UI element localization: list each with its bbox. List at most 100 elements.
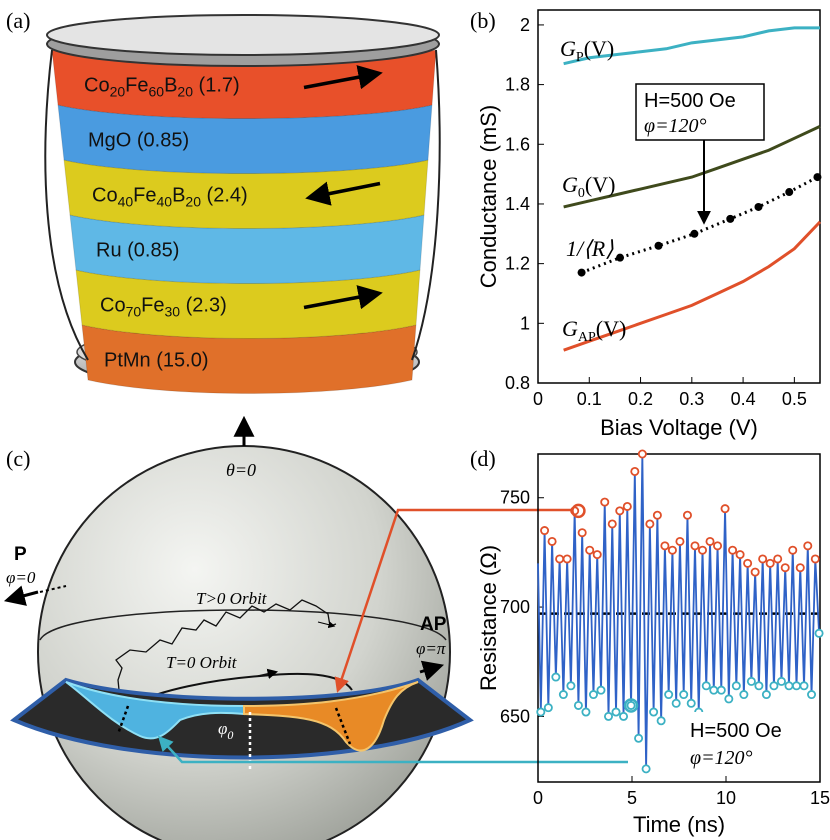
extremum-marker-70 — [795, 563, 805, 573]
panel-d-label: (d) — [470, 446, 496, 471]
extremum-marker-60 — [758, 554, 768, 564]
extremum-marker-18 — [600, 497, 610, 507]
extremum-marker-31 — [649, 707, 659, 717]
series-line-3 — [563, 220, 822, 352]
t-positive-orbit-label: T>0 Orbit — [196, 589, 268, 608]
theta-label: θ=0 — [226, 460, 256, 480]
extremum-marker-39 — [679, 690, 689, 700]
magnetization-arrow-4 — [303, 285, 383, 310]
extremum-marker-22 — [615, 506, 625, 516]
x-tick-label-2: 10 — [716, 788, 736, 808]
extremum-marker-17 — [596, 685, 606, 695]
panel-a-label: (a) — [6, 8, 30, 33]
extremum-marker-6 — [555, 554, 565, 564]
extremum-marker-7 — [558, 690, 568, 700]
y-tick-label-0: 650 — [500, 706, 530, 726]
t-zero-orbit-label: T=0 Orbit — [166, 653, 238, 672]
y-tick-label-2: 750 — [500, 488, 530, 508]
t-positive-orbit — [115, 599, 337, 701]
extremum-marker-5 — [551, 672, 561, 682]
extremum-marker-42 — [690, 541, 700, 551]
panel-d-chart: (d) 0 5 10 15 650 700 750 Time (ns) Resistance (… — [470, 446, 830, 837]
extremum-marker-47 — [709, 685, 719, 695]
extremum-marker-62 — [765, 558, 775, 568]
extremum-marker-63 — [769, 681, 779, 691]
extremum-marker-58 — [750, 567, 760, 577]
annotation-line2: φ=120° — [644, 115, 707, 137]
extremum-marker-24 — [622, 501, 632, 511]
extremum-marker-15 — [588, 690, 598, 700]
extremum-marker-53 — [731, 681, 741, 691]
extremum-marker-27 — [634, 733, 644, 743]
y-tick-label-0: 0.8 — [505, 373, 530, 393]
extremum-marker-12 — [577, 528, 587, 538]
extremum-marker-68 — [788, 545, 798, 555]
extremum-marker-69 — [792, 681, 802, 691]
y-axis-label: Conductance (mS) — [476, 105, 501, 288]
extremum-marker-4 — [547, 536, 557, 546]
x-tick-label-0: 0 — [533, 788, 543, 808]
magnetization-arrow-0 — [303, 65, 383, 90]
layer-label-4: Co70Fe30 (2.3) — [100, 295, 227, 320]
extremum-marker-45 — [701, 681, 711, 691]
antiparallel-well — [243, 681, 419, 752]
series-label-3: GAP(V) — [562, 316, 626, 345]
extremum-marker-26 — [630, 466, 640, 476]
extremum-marker-1 — [536, 707, 546, 717]
bloch-sphere — [37, 445, 451, 840]
ap-label: AP — [420, 614, 447, 635]
series-line-0 — [563, 26, 820, 66]
p-label: P — [14, 544, 27, 565]
layer-label-5: PtMn (15.0) — [104, 350, 208, 372]
extremum-marker-49 — [716, 685, 726, 695]
extremum-marker-72 — [803, 541, 813, 551]
extremum-marker-34 — [660, 541, 670, 551]
extremum-marker-37 — [671, 698, 681, 708]
panel-c-label: (c) — [6, 446, 30, 471]
extremum-marker-29 — [641, 764, 651, 774]
extremum-marker-30 — [645, 519, 655, 529]
extremum-marker-3 — [543, 703, 553, 713]
extremum-marker-52 — [728, 545, 738, 555]
series-point-2-7 — [813, 173, 822, 182]
extremum-marker-65 — [776, 676, 786, 686]
x-tick-label-0: 0 — [533, 389, 543, 409]
extremum-marker-59 — [754, 681, 764, 691]
extremum-marker-71 — [799, 681, 809, 691]
y-tick-label-4: 1.6 — [505, 134, 530, 154]
extremum-marker-14 — [585, 545, 595, 555]
series-point-2-3 — [690, 229, 699, 238]
extremum-marker-74 — [810, 554, 820, 564]
annotation-bg — [686, 712, 816, 774]
extremum-marker-16 — [592, 550, 602, 560]
series-point-2-1 — [616, 253, 625, 262]
extremum-marker-48 — [713, 541, 723, 551]
ap-connector-arrow — [334, 508, 575, 693]
series-label-0: GP(V) — [560, 36, 614, 65]
stack-left-edge — [44, 49, 89, 361]
series-line-2 — [581, 175, 819, 274]
panel-c: (c) θ=0 P φ=0 AP φ=π T>0 Orbit T=0 Orbit… — [3, 415, 628, 840]
x-tick-label-1: 0.1 — [577, 389, 602, 409]
ap-axis-arrow — [419, 660, 445, 681]
extremum-marker-64 — [773, 554, 783, 564]
p-axis-arrow — [3, 585, 39, 606]
t-zero-orbit-arrow — [257, 668, 279, 679]
extremum-marker-57 — [746, 676, 756, 686]
series-label-2: 1/⟨R⟩ — [566, 236, 614, 261]
extremum-marker-44 — [698, 545, 708, 555]
x-tick-label-5: 0.5 — [782, 389, 807, 409]
panel-a: (a) Co20Fe60B20 (1.7)MgO (0.85)Co40Fe40B… — [6, 8, 441, 394]
top-disk — [46, 14, 440, 56]
extremum-marker-21 — [611, 707, 621, 717]
extremum-marker-40 — [682, 510, 692, 520]
x-axis-label: Time (ns) — [633, 812, 725, 837]
extremum-marker-35 — [664, 690, 674, 700]
series-point-2-5 — [754, 202, 763, 211]
well-marker-left — [116, 705, 130, 735]
p-phi-label: φ=0 — [6, 568, 36, 587]
x-tick-label-3: 0.3 — [679, 389, 704, 409]
y-tick-label-3: 1.4 — [505, 194, 530, 214]
annotation-line2: φ=120° — [690, 747, 753, 769]
